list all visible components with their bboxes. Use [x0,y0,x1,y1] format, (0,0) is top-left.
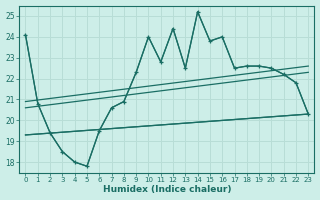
X-axis label: Humidex (Indice chaleur): Humidex (Indice chaleur) [103,185,231,194]
